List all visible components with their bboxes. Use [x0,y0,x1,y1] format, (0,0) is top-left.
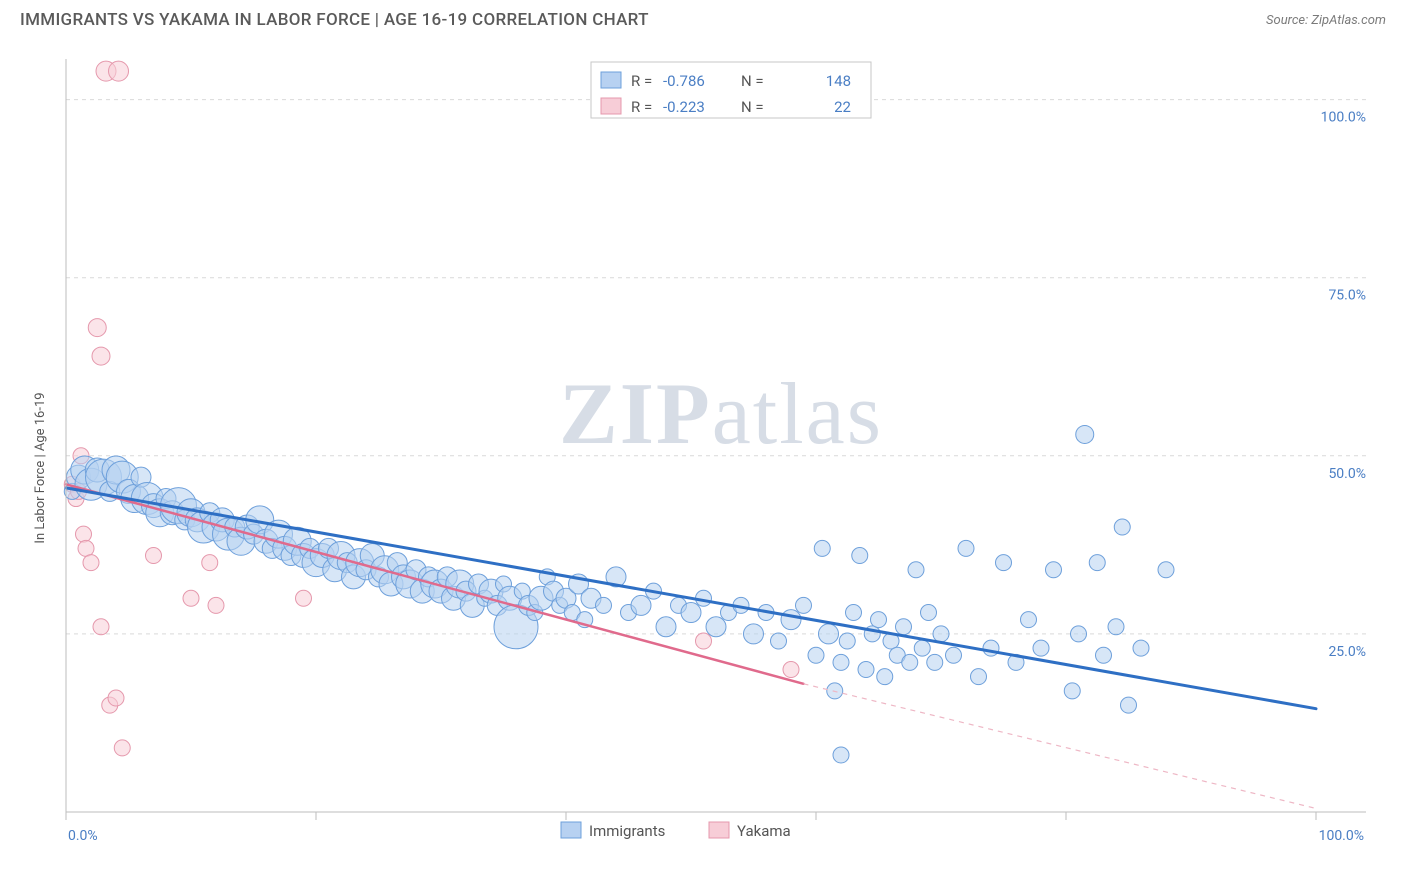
svg-text:N =: N = [741,72,764,90]
svg-text:75.0%: 75.0% [1328,288,1366,304]
chart-container: ZIPatlas 0.0% 100.0% 25.0% 50.0% 75.0% 100.0% I… [20,44,1386,872]
svg-text:R =: R = [631,72,652,90]
svg-text:Immigrants: Immigrants [589,822,665,840]
source-label: Source: ZipAtlas.com [1266,13,1386,28]
svg-text:22: 22 [834,98,851,116]
svg-text:25.0%: 25.0% [1328,644,1366,660]
svg-text:Yakama: Yakama [737,822,791,840]
correlation-scatter-chart: ZIPatlas 0.0% 100.0% 25.0% 50.0% 75.0% 100.0% I… [20,44,1386,872]
svg-text:-0.786: -0.786 [663,72,705,90]
svg-text:100.0%: 100.0% [1319,828,1364,844]
svg-text:0.0%: 0.0% [68,828,98,844]
svg-text:R =: R = [631,98,652,116]
svg-text:In Labor Force | Age 16-19: In Labor Force | Age 16-19 [33,392,48,543]
chart-title: IMMIGRANTS VS YAKAMA IN LABOR FORCE | AG… [20,10,649,30]
svg-text:N =: N = [741,98,764,116]
svg-text:50.0%: 50.0% [1328,466,1366,482]
svg-text:100.0%: 100.0% [1321,110,1366,126]
svg-text:ZIPatlas: ZIPatlas [559,366,883,463]
svg-text:148: 148 [826,72,851,90]
svg-text:-0.223: -0.223 [663,98,705,116]
